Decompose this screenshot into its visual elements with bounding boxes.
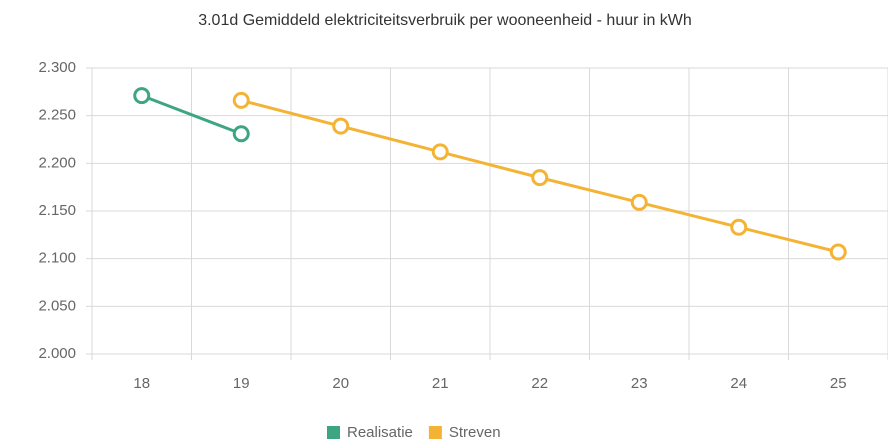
- legend-label: Realisatie: [347, 424, 413, 441]
- legend-swatch: [428, 426, 442, 439]
- series-line: [141, 94, 242, 136]
- x-tick-label: 19: [233, 375, 250, 392]
- y-tick-label: 2.100: [38, 250, 76, 267]
- y-tick-label: 2.150: [38, 202, 76, 219]
- point: [133, 87, 151, 105]
- point: [730, 218, 748, 236]
- y-tick-label: 2.250: [38, 107, 76, 124]
- x-tick-label: 24: [730, 375, 747, 392]
- y-tick-label: 2.050: [38, 297, 76, 314]
- x-tick-label: 18: [133, 375, 150, 392]
- x-tick-label: 20: [332, 375, 349, 392]
- y-tick-label: 2.300: [38, 59, 76, 76]
- x-tick-label: 22: [531, 375, 548, 392]
- point: [332, 117, 350, 135]
- y-tick-label: 2.000: [38, 345, 76, 362]
- point: [531, 169, 549, 187]
- y-tick-label: 2.200: [38, 154, 76, 171]
- point: [431, 143, 449, 161]
- point: [232, 91, 250, 109]
- x-tick-label: 25: [830, 375, 847, 392]
- chart-title: 3.01d Gemiddeld elektriciteitsverbruik p…: [198, 12, 692, 29]
- legend-label: Streven: [449, 424, 501, 441]
- point: [630, 193, 648, 211]
- x-tick-label: 23: [631, 375, 648, 392]
- point: [829, 243, 847, 261]
- x-tick-label: 21: [432, 375, 449, 392]
- point: [232, 125, 250, 143]
- legend-swatch: [327, 426, 340, 439]
